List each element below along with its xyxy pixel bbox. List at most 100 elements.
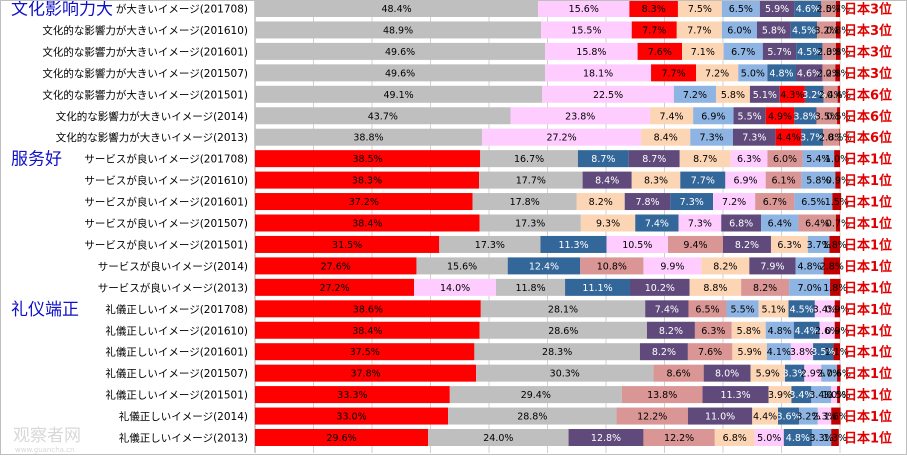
segment-value-label: 16.7% (514, 154, 544, 165)
bar-segment (255, 21, 542, 39)
bar-segment (255, 321, 480, 339)
bar-segment (730, 150, 768, 168)
bar-segment (726, 300, 759, 318)
segment-value-label: 5.0% (757, 433, 781, 444)
bar-segment (817, 407, 832, 425)
segment-value-label: 7.3% (680, 197, 704, 208)
bar-segment (690, 128, 733, 146)
segment-value-label: 8.2% (713, 261, 737, 272)
bar-segment (831, 386, 838, 404)
segment-value-label: 23.8% (565, 111, 595, 122)
segment-value-label: 3.4% (809, 390, 833, 401)
bar-segment (721, 214, 762, 232)
segment-value-label: 29.4% (521, 390, 551, 401)
rank-label: 日本1位 (844, 173, 892, 189)
segment-value-label: 3.8% (793, 111, 817, 122)
bar-segment (714, 429, 755, 446)
segment-value-label: 3.2% (802, 90, 826, 101)
bar-segment (635, 214, 679, 232)
segment-value-label: 2.2% (817, 68, 841, 79)
bar-segment (479, 214, 581, 232)
category-label: サービスが良いイメージ(2014) (98, 260, 248, 273)
segment-value-label: 0.9% (826, 176, 850, 187)
bar-segment (756, 21, 791, 39)
bar-segment (835, 1, 840, 17)
segment-value-label: 8.2% (659, 326, 683, 337)
bar-segment (481, 128, 642, 146)
bar-segment (765, 321, 794, 339)
bar-segment (649, 107, 694, 125)
category-label: 文化的な影響力が大きいイメージ(201507) (42, 67, 248, 80)
segment-value-label: 4.8% (769, 68, 793, 79)
bar-segment (624, 193, 671, 211)
bar-segment (449, 386, 622, 404)
bar-segment (510, 107, 650, 125)
segment-value-label: 49.6% (385, 47, 415, 58)
bar-segment (834, 321, 840, 339)
segment-value-label: 7.4% (655, 304, 679, 315)
segment-value-label: 0.5% (826, 111, 850, 122)
segment-value-label: 37.5% (350, 347, 380, 358)
category-label: 文化的な影響力が大きいイメージ(2013) (56, 131, 248, 144)
segment-value-label: 10.2% (645, 283, 675, 294)
segment-value-label: 11.3% (720, 390, 750, 401)
bar-segment (255, 257, 417, 275)
segment-value-label: 28.3% (542, 347, 572, 358)
rank-label: 日本3位 (844, 44, 892, 60)
bar-segment (807, 235, 830, 253)
bar-segment (833, 343, 840, 361)
bar-segment (621, 386, 703, 404)
bar-segment (837, 364, 841, 382)
bar-segment (255, 278, 415, 296)
bar-segment (565, 278, 630, 296)
category-label: 礼儀正しいイメージ(2013) (119, 432, 248, 445)
bar-segment (646, 321, 695, 339)
segment-value-label: 31.5% (332, 240, 362, 251)
segment-value-label: 15.6% (447, 261, 477, 272)
segment-value-label: 7.9% (760, 261, 784, 272)
segment-value-label: 3.4% (813, 304, 837, 315)
bar-segment (754, 429, 784, 446)
segment-value-label: 7.4% (659, 111, 683, 122)
category-label: 文化的な影響力が大きいイメージ(2014) (56, 110, 248, 123)
bar-segment (721, 1, 760, 17)
segment-value-label: 9.4% (683, 240, 707, 251)
bar-segment (577, 150, 629, 168)
watermark: 观察者网 www.guancha.cn (13, 426, 81, 454)
segment-value-label: 7.7% (661, 68, 685, 79)
bar-segment (723, 42, 763, 60)
bar-segment (732, 128, 776, 146)
segment-value-label: 48.4% (381, 4, 411, 15)
bar-segment (651, 64, 697, 82)
bar-segment (835, 42, 841, 60)
bar-segment (811, 429, 832, 446)
bar-segment (480, 150, 578, 168)
bar-segment (723, 235, 771, 253)
bar-segment (801, 128, 824, 146)
segment-value-label: 5.9% (765, 4, 789, 15)
category-label: 礼儀正しいイメージ(201601) (105, 346, 248, 359)
segment-value-label: 7.0% (798, 283, 822, 294)
segment-value-label: 8.3% (642, 4, 666, 15)
segment-value-label: 5.8% (806, 176, 830, 187)
segment-value-label: 6.5% (695, 304, 719, 315)
rank-label: 日本6位 (844, 87, 892, 103)
segment-value-label: 1.6% (824, 412, 848, 423)
bar-segment (582, 171, 632, 189)
segment-value-label: 11.3% (558, 240, 588, 251)
bar-segment (835, 21, 841, 39)
category-label: サービスが良いイメージ(2013) (98, 281, 248, 294)
segment-value-label: 7.2% (722, 197, 746, 208)
segment-value-label: 5.9% (756, 369, 780, 380)
bar-segment (762, 42, 797, 60)
segment-value-label: 6.8% (723, 433, 747, 444)
bar-segment (542, 85, 674, 103)
segment-value-label: 4.6% (796, 4, 820, 15)
bar-segment (414, 278, 497, 296)
bar-segment (631, 21, 677, 39)
rank-label: 日本3位 (844, 66, 892, 82)
bar-segment (750, 364, 786, 382)
segment-value-label: 0.9% (825, 326, 849, 337)
segment-value-label: 9.3% (596, 219, 620, 230)
bar-segment (830, 278, 841, 296)
